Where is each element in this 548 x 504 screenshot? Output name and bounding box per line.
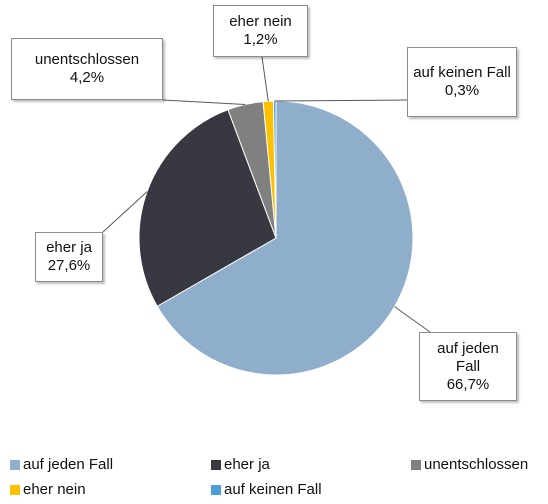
label-category: eher ja — [46, 239, 92, 256]
legend-swatch — [10, 484, 20, 495]
legend-swatch — [411, 459, 421, 470]
label-value: 4,2% — [69, 69, 105, 86]
label-value: 0,3% — [444, 82, 480, 99]
legend-item: auf jeden Fall — [10, 456, 113, 473]
legend-label: eher ja — [224, 456, 270, 473]
leader-line — [261, 56, 269, 102]
label-value: 66,7% — [446, 375, 490, 393]
leader-line — [274, 99, 408, 102]
legend-item: eher ja — [211, 456, 270, 473]
legend-swatch — [10, 459, 20, 470]
pie-slice — [156, 100, 414, 376]
label-category: unentschlossen — [34, 51, 140, 68]
label-category: eher nein — [229, 13, 292, 30]
legend-swatch — [211, 459, 221, 470]
legend-item: unentschlossen — [411, 456, 528, 473]
legend-label: auf keinen Fall — [224, 481, 322, 498]
label-category: auf keinen Fall — [413, 64, 511, 81]
pie-slice — [138, 109, 277, 307]
leader-line — [162, 99, 246, 105]
data-label: eher ja 27,6% — [35, 232, 103, 282]
data-label: unentschlossen 4,2% — [11, 38, 163, 100]
legend-swatch — [211, 484, 221, 495]
data-label: eher nein 1,2% — [213, 5, 308, 57]
leader-line — [102, 191, 148, 233]
legend-label: unentschlossen — [424, 456, 529, 473]
leader-line — [394, 306, 431, 333]
legend-item: auf keinen Fall — [211, 481, 322, 498]
legend-label: auf jeden Fall — [23, 456, 114, 473]
data-label: auf jeden Fall 66,7% — [419, 332, 517, 401]
legend-label: eher nein — [23, 481, 86, 498]
legend-item: eher nein — [10, 481, 86, 498]
data-label: auf keinen Fall 0,3% — [407, 47, 517, 117]
label-category: auf jeden Fall — [437, 339, 499, 375]
label-value: 1,2% — [243, 31, 278, 48]
label-value: 27,6% — [47, 257, 91, 274]
